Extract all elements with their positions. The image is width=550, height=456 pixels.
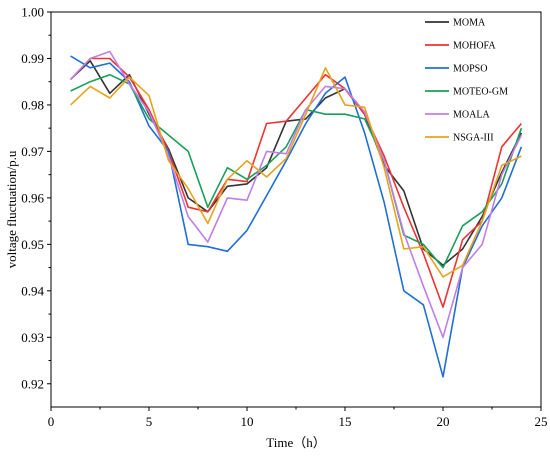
- series-line-moteo-gm: [70, 73, 523, 269]
- legend-label-mohofa: MOHOFA: [453, 41, 496, 52]
- x-tick-label: 5: [146, 414, 153, 429]
- y-tick-label: 0.96: [21, 190, 44, 205]
- plot-area: [70, 50, 523, 378]
- legend-label-moteo-gm: MOTEO-GM: [453, 87, 508, 98]
- x-tick-label: 25: [535, 414, 548, 429]
- y-tick-label: 0.92: [21, 376, 44, 391]
- legend-label-mopso: MOPSO: [453, 64, 487, 75]
- x-tick-label: 0: [48, 414, 55, 429]
- x-axis-title: Time（h）: [266, 435, 325, 450]
- series-line-nsga-iii: [70, 67, 522, 278]
- y-tick-label: 0.99: [21, 51, 44, 66]
- series-line-moala: [70, 50, 523, 339]
- x-tick-label: 10: [241, 414, 254, 429]
- y-tick-label: 0.95: [21, 237, 44, 252]
- y-axis-title: voltage fluctuation/p.u: [4, 150, 19, 268]
- legend-label-nsga-iii: NSGA-III: [453, 133, 494, 144]
- x-tick-label: 20: [437, 414, 450, 429]
- y-tick-label: 0.93: [21, 330, 44, 345]
- series-line-mohofa: [70, 57, 523, 308]
- axes: 0 5 10 15 20 25 0.92 0.93 0.94 0.95 0.96 0.97 0.98 0.…: [21, 5, 547, 430]
- legend: MOMA MOHOFA MOPSO MOTEO-GM MOALA NSGA-III: [425, 18, 508, 144]
- legend-label-moma: MOMA: [453, 18, 486, 29]
- series-line-mopso: [70, 55, 523, 378]
- y-tick-label: 0.98: [21, 97, 44, 112]
- y-tick-label: 0.97: [21, 144, 44, 159]
- legend-label-moala: MOALA: [453, 110, 490, 121]
- y-tick-label: 0.94: [21, 283, 44, 298]
- y-tick-label: 1.00: [21, 5, 44, 20]
- x-tick-label: 15: [339, 414, 352, 429]
